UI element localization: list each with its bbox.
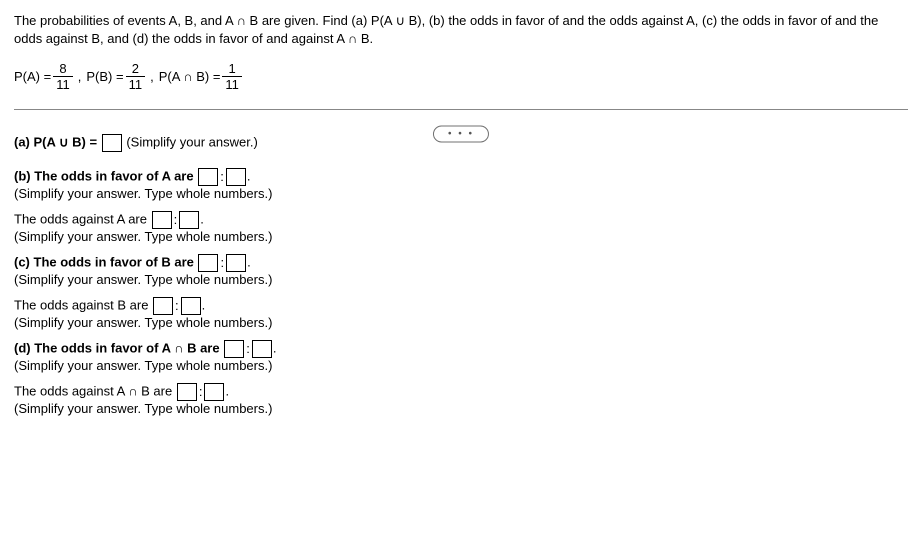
pa-num: 8 <box>53 62 73 76</box>
part-b-favor-label-text: (b) The odds in favor of A are <box>14 169 194 184</box>
part-d-favor-label: (d) The odds in favor of A ∩ B are <box>14 341 220 356</box>
d-against-hint: (Simplify your answer. Type whole number… <box>14 401 908 416</box>
given-values: P(A) = 8 11 , P(B) = 2 11 , P(A ∩ B) = 1… <box>14 62 908 91</box>
part-c-favor: (c) The odds in favor of B are :. (Simpl… <box>14 254 908 287</box>
colon: : <box>220 169 224 184</box>
b-favor-input-1[interactable] <box>198 168 218 186</box>
part-a-hint: (Simplify your answer.) <box>126 135 257 150</box>
period: . <box>247 169 251 184</box>
part-c-favor-label: (c) The odds in favor of B are <box>14 255 194 270</box>
b-against-input-2[interactable] <box>179 211 199 229</box>
problem-intro: The probabilities of events A, B, and A … <box>14 12 908 48</box>
part-d-favor: (d) The odds in favor of A ∩ B are :. (S… <box>14 340 908 373</box>
c-against-input-2[interactable] <box>181 297 201 315</box>
part-c-favor-label-text: (c) The odds in favor of B are <box>14 255 194 270</box>
pb-fraction: 2 11 <box>126 62 146 91</box>
b-favor-hint: (Simplify your answer. Type whole number… <box>14 186 908 201</box>
colon: : <box>220 255 224 270</box>
b-against-input-1[interactable] <box>152 211 172 229</box>
part-a-input[interactable] <box>102 134 122 152</box>
pab-den: 11 <box>222 76 242 91</box>
pb-num: 2 <box>126 62 146 76</box>
b-favor-input-2[interactable] <box>226 168 246 186</box>
period: . <box>200 212 204 227</box>
pa-fraction: 8 11 <box>53 62 73 91</box>
section-divider <box>14 109 908 110</box>
part-d-favor-label-text: (d) The odds in favor of A ∩ B are <box>14 341 220 356</box>
period: . <box>225 384 229 399</box>
pab-num: 1 <box>222 62 242 76</box>
colon: : <box>199 384 203 399</box>
d-favor-input-2[interactable] <box>252 340 272 358</box>
expand-button[interactable]: • • • <box>433 126 489 143</box>
period: . <box>273 341 277 356</box>
d-favor-input-1[interactable] <box>224 340 244 358</box>
part-b-against-label: The odds against A are <box>14 212 147 227</box>
period: . <box>247 255 251 270</box>
d-favor-hint: (Simplify your answer. Type whole number… <box>14 358 908 373</box>
c-against-input-1[interactable] <box>153 297 173 315</box>
period: . <box>202 298 206 313</box>
pa-label: P(A) = <box>14 69 51 84</box>
c-favor-input-1[interactable] <box>198 254 218 272</box>
b-against-hint: (Simplify your answer. Type whole number… <box>14 229 908 244</box>
colon: : <box>246 341 250 356</box>
c-favor-hint: (Simplify your answer. Type whole number… <box>14 272 908 287</box>
part-b-favor-label: (b) The odds in favor of A are <box>14 169 194 184</box>
pb-label: P(B) = <box>86 69 123 84</box>
part-c-against-label: The odds against B are <box>14 298 148 313</box>
part-d-against-label: The odds against A ∩ B are <box>14 384 172 399</box>
pb-den: 11 <box>126 76 146 91</box>
part-a-label: (a) P(A ∪ B) = <box>14 135 97 150</box>
comma-1: , <box>78 69 82 84</box>
part-b-against: The odds against A are :. (Simplify your… <box>14 211 908 244</box>
pab-fraction: 1 11 <box>222 62 242 91</box>
part-d-against: The odds against A ∩ B are :. (Simplify … <box>14 383 908 416</box>
part-b-favor: (b) The odds in favor of A are :. (Simpl… <box>14 168 908 201</box>
c-favor-input-2[interactable] <box>226 254 246 272</box>
c-against-hint: (Simplify your answer. Type whole number… <box>14 315 908 330</box>
d-against-input-1[interactable] <box>177 383 197 401</box>
colon: : <box>175 298 179 313</box>
d-against-input-2[interactable] <box>204 383 224 401</box>
pab-label: P(A ∩ B) = <box>159 69 221 84</box>
pa-den: 11 <box>53 76 73 91</box>
part-c-against: The odds against B are :. (Simplify your… <box>14 297 908 330</box>
comma-2: , <box>150 69 154 84</box>
colon: : <box>174 212 178 227</box>
